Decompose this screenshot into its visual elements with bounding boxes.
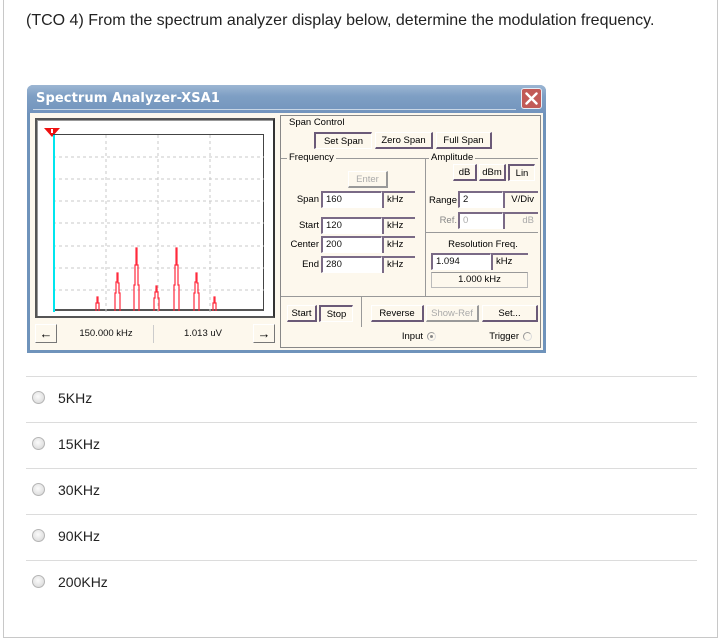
option-label: 5KHz	[58, 390, 93, 406]
close-button[interactable]	[521, 88, 542, 109]
controls-vertical-divider	[361, 296, 362, 327]
show-ref-button[interactable]: Show-Ref	[426, 305, 479, 322]
stop-button[interactable]: Stop	[319, 305, 353, 322]
control-panel: Span Control Set Span Zero Span Full Spa…	[280, 115, 541, 348]
lin-button[interactable]: Lin	[508, 164, 535, 181]
title-bar[interactable]: Spectrum Analyzer-XSA1	[27, 85, 546, 113]
option-label: 200KHz	[58, 574, 108, 590]
window-client-area: ← 150.000 kHz 1.013 uV → Span Control Se…	[30, 113, 543, 350]
range-label: Range	[429, 195, 457, 206]
db-button[interactable]: dB	[453, 164, 477, 181]
cursor-right-button[interactable]: →	[253, 324, 275, 343]
resolution-divider	[426, 232, 538, 233]
range-unit: V/Div	[503, 191, 538, 208]
start-button[interactable]: Start	[287, 305, 317, 322]
span-unit: kHz	[382, 191, 415, 208]
frequency-amplitude-divider	[425, 158, 426, 296]
spectrum-trace	[53, 135, 264, 312]
cursor-amplitude-readout: 1.013 uV	[183, 328, 223, 339]
option-separator	[26, 560, 697, 561]
span-input[interactable]: 160	[321, 191, 382, 208]
ref-label: Ref.	[439, 215, 457, 226]
set-button[interactable]: Set...	[482, 305, 538, 322]
center-label: Center	[290, 239, 319, 250]
resolution-freq-unit: kHz	[491, 253, 528, 270]
cursor-status-row: ← 150.000 kHz 1.013 uV →	[35, 324, 275, 344]
status-divider	[153, 325, 154, 343]
enter-button[interactable]: Enter	[348, 171, 388, 188]
radio-button[interactable]	[32, 483, 45, 496]
spectrum-plot-area	[53, 134, 264, 312]
window-title: Spectrum Analyzer-XSA1	[36, 91, 220, 106]
amplitude-group-line	[426, 158, 538, 159]
spectrum-analyzer-window: Spectrum Analyzer-XSA1	[27, 85, 546, 353]
start-input[interactable]: 120	[321, 217, 382, 234]
radio-button[interactable]	[32, 391, 45, 404]
option-separator	[26, 376, 697, 377]
input-label: Input	[401, 331, 423, 342]
zero-span-button[interactable]: Zero Span	[375, 132, 433, 149]
amplitude-label: Amplitude	[429, 152, 476, 164]
end-label: End	[302, 259, 319, 270]
resolution-freq-label: Resolution Freq.	[448, 239, 518, 250]
radio-button[interactable]	[32, 575, 45, 588]
reverse-button[interactable]: Reverse	[371, 305, 424, 322]
option-label: 15KHz	[58, 436, 101, 452]
resolution-freq-input[interactable]: 1.094	[431, 253, 491, 270]
ref-input[interactable]: 0	[458, 212, 503, 229]
radio-button[interactable]	[32, 437, 45, 450]
end-unit: kHz	[382, 256, 415, 273]
range-input[interactable]: 2	[458, 191, 503, 208]
input-radio[interactable]	[427, 332, 436, 341]
cursor-left-button[interactable]: ←	[35, 324, 57, 343]
span-label: Span	[296, 194, 319, 205]
center-unit: kHz	[382, 236, 415, 253]
trigger-label: Trigger	[489, 331, 519, 342]
center-input[interactable]: 200	[321, 236, 382, 253]
radio-button[interactable]	[32, 529, 45, 542]
option-label: 90KHz	[58, 528, 101, 544]
resolution-freq-readout: 1.000 kHz	[431, 272, 528, 288]
option-separator	[26, 468, 697, 469]
dbm-button[interactable]: dBm	[479, 164, 506, 181]
end-input[interactable]: 280	[321, 256, 382, 273]
trigger-radio[interactable]	[523, 332, 532, 341]
ref-unit: dB	[503, 212, 538, 229]
cursor-frequency-readout: 150.000 kHz	[79, 328, 133, 339]
full-span-button[interactable]: Full Span	[436, 132, 492, 149]
start-label: Start	[298, 220, 319, 231]
spectrum-display	[35, 118, 275, 318]
start-unit: kHz	[382, 217, 415, 234]
question-text: (TCO 4) From the spectrum analyzer displ…	[26, 12, 655, 29]
frequency-label: Frequency	[287, 152, 336, 164]
close-x-icon	[525, 92, 538, 105]
option-separator	[26, 422, 697, 423]
input-radio-dot	[430, 335, 433, 338]
title-underline	[33, 109, 516, 110]
option-separator	[26, 514, 697, 515]
span-control-label: Span Control	[287, 117, 347, 129]
option-label: 30KHz	[58, 482, 101, 498]
controls-divider	[281, 296, 540, 297]
red-triangle-marker-icon[interactable]	[44, 128, 60, 138]
frequency-group-line	[281, 158, 426, 159]
set-span-button[interactable]: Set Span	[314, 132, 372, 149]
